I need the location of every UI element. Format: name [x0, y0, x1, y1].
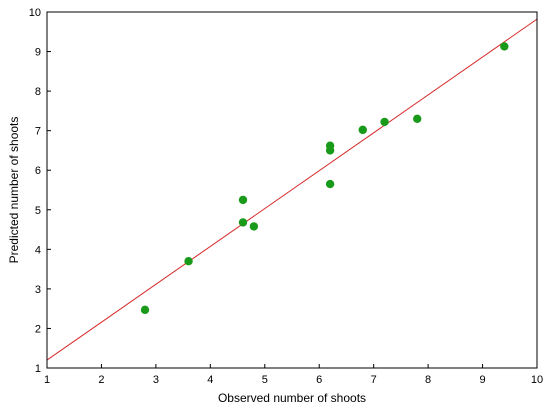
x-tick-label: 7: [371, 374, 377, 386]
x-tick-label: 5: [262, 374, 268, 386]
y-tick-label: 10: [29, 7, 41, 19]
x-tick-label: 10: [531, 374, 543, 386]
data-point: [140, 305, 150, 315]
data-point: [249, 222, 259, 231]
data-point: [325, 146, 335, 155]
x-axis-ticks: 1 2 3 4 5 6 7 8 9 10: [44, 364, 543, 386]
x-tick-label: 8: [425, 374, 431, 386]
x-tick-label: 6: [316, 374, 322, 386]
data-point: [380, 117, 389, 127]
fit-line-layer: [46, 18, 538, 361]
data-point: [238, 195, 248, 205]
y-tick-label: 5: [35, 205, 41, 217]
y-axis-ticks: 1 2 3 4 5 6 7 8 9 10: [29, 7, 51, 375]
y-tick-label: 3: [35, 284, 41, 296]
points-layer: [140, 42, 509, 315]
y-axis-title: Predicted number of shoots: [7, 117, 21, 264]
x-tick-label: 2: [98, 374, 104, 386]
data-point: [325, 179, 335, 189]
x-tick-label: 1: [44, 374, 50, 386]
y-tick-label: 6: [35, 165, 41, 177]
x-axis-title: Observed number of shoots: [218, 391, 366, 405]
data-point: [413, 114, 422, 124]
y-tick-label: 8: [35, 86, 41, 98]
data-point: [358, 125, 367, 135]
y-tick-label: 7: [35, 126, 41, 138]
y-tick-label: 9: [35, 47, 41, 59]
x-tick-label: 9: [479, 374, 485, 386]
x-tick-label: 4: [207, 374, 213, 386]
plot-area-frame: [46, 11, 538, 369]
data-point: [184, 257, 193, 266]
data-point: [238, 218, 248, 227]
fit-line: [46, 18, 538, 361]
x-tick-label: 3: [153, 374, 159, 386]
data-point: [500, 42, 509, 51]
y-tick-label: 1: [35, 363, 41, 375]
y-tick-label: 2: [35, 323, 41, 335]
y-tick-label: 4: [35, 244, 41, 256]
